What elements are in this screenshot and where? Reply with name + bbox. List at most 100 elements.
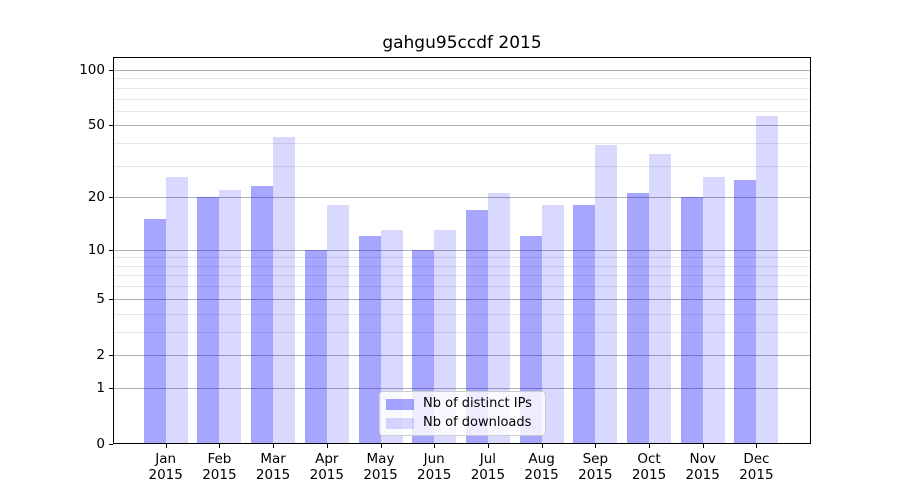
x-tick-year: 2015 [417, 467, 452, 483]
bar-downloads-jun [434, 230, 457, 444]
y-tick-label: 10 [87, 241, 105, 258]
x-tick-month: Jan [155, 451, 177, 467]
bar-downloads-dec [756, 116, 779, 444]
x-axis-tick [649, 444, 650, 448]
bar-downloads-feb [219, 189, 242, 444]
x-tick-year: 2015 [578, 467, 613, 483]
x-axis-tick [756, 444, 758, 448]
major-gridline [113, 69, 811, 71]
x-tick-year: 2015 [524, 467, 559, 483]
minor-gridline [113, 331, 811, 333]
major-gridline [113, 298, 811, 300]
minor-gridline [113, 165, 811, 167]
x-tick-year: 2015 [148, 467, 183, 483]
y-tick-label: 20 [87, 189, 105, 206]
bar-distinct-ips-dec [734, 179, 757, 444]
bar-distinct-ips-apr [304, 249, 327, 444]
x-tick-month: Apr [315, 451, 339, 467]
bar-downloads-may [380, 230, 403, 444]
x-tick-label: Apr 2015 [295, 451, 359, 483]
bar-distinct-ips-sep [573, 205, 596, 444]
x-axis-tick [326, 444, 328, 448]
x-tick-year: 2015 [255, 467, 291, 483]
bar-downloads-sep [595, 145, 618, 444]
bar-downloads-nov [702, 176, 725, 444]
x-tick-month: Nov [689, 451, 716, 467]
x-tick-label: Mar 2015 [241, 451, 305, 483]
x-tick-month: Dec [743, 451, 770, 467]
major-gridline [113, 125, 811, 127]
y-axis-tick [109, 69, 113, 71]
minor-gridline [113, 275, 811, 277]
x-tick-label: Jul 2015 [456, 451, 520, 483]
y-axis-tick [109, 197, 113, 199]
y-axis-tick [109, 249, 113, 251]
x-tick-label: Sep 2015 [563, 451, 627, 483]
y-axis-tick [109, 387, 113, 389]
minor-gridline [113, 87, 811, 89]
plot-area: Nb of distinct IPs Nb of downloads [113, 57, 811, 444]
x-tick-month: Sep [582, 451, 609, 467]
minor-gridline [113, 143, 811, 145]
x-tick-month: May [366, 451, 395, 467]
x-tick-label: Jan 2015 [134, 451, 198, 483]
x-tick-month: Jul [479, 451, 497, 467]
y-axis-tick [109, 298, 113, 300]
minor-gridline [113, 257, 811, 259]
y-axis-tick [109, 444, 113, 445]
x-axis-tick [702, 444, 704, 448]
major-gridline [113, 197, 811, 199]
bar-downloads-oct [649, 153, 671, 444]
x-tick-label: Nov 2015 [671, 451, 735, 483]
x-tick-year: 2015 [685, 467, 720, 483]
x-tick-label: May 2015 [349, 451, 413, 483]
legend-swatch [386, 398, 414, 410]
x-tick-year: 2015 [470, 467, 506, 483]
bar-distinct-ips-mar [251, 186, 274, 444]
bar-downloads-jul [487, 193, 510, 444]
x-tick-month: Feb [207, 451, 232, 467]
minor-gridline [113, 286, 811, 288]
bar-downloads-mar [273, 137, 296, 444]
bar-distinct-ips-nov [680, 197, 703, 444]
bar-downloads-apr [326, 205, 349, 444]
bar-distinct-ips-may [358, 236, 381, 444]
x-tick-month: Jun [423, 451, 445, 467]
major-gridline [113, 354, 811, 356]
bar-downloads-jan [165, 176, 188, 444]
y-tick-label: 0 [96, 436, 105, 452]
minor-gridline [113, 78, 811, 80]
legend-swatch [386, 417, 414, 429]
chart-title: gahgu95ccdf 2015 [382, 33, 542, 53]
x-tick-label: Jun 2015 [402, 451, 466, 483]
x-tick-year: 2015 [363, 467, 398, 483]
x-tick-label: Aug 2015 [510, 451, 574, 483]
minor-gridline [113, 313, 811, 315]
legend-item: Nb of distinct IPs [386, 396, 539, 412]
legend-label: Nb of distinct IPs [423, 396, 532, 411]
x-tick-month: Aug [528, 451, 555, 467]
y-tick-label: 1 [96, 379, 105, 396]
y-axis-tick [109, 354, 113, 356]
x-tick-label: Feb 2015 [187, 451, 251, 483]
bar-distinct-ips-oct [627, 193, 649, 444]
x-tick-year: 2015 [309, 467, 344, 483]
x-tick-month: Mar [260, 451, 286, 467]
minor-gridline [113, 265, 811, 267]
bar-distinct-ips-jan [143, 219, 166, 444]
bar-distinct-ips-jul [465, 209, 488, 444]
x-axis-tick [273, 444, 275, 448]
y-tick-label: 50 [87, 117, 105, 134]
legend-label: Nb of downloads [423, 415, 532, 430]
x-tick-year: 2015 [739, 467, 774, 483]
major-gridline [113, 387, 811, 389]
bar-downloads-aug [541, 205, 564, 444]
y-tick-label: 5 [96, 290, 105, 307]
x-tick-month: Oct [637, 451, 661, 467]
minor-gridline [113, 110, 811, 112]
x-axis-tick [595, 444, 597, 448]
x-tick-label: Dec 2015 [724, 451, 788, 483]
legend-item: Nb of downloads [386, 415, 539, 431]
major-gridline [113, 249, 811, 251]
